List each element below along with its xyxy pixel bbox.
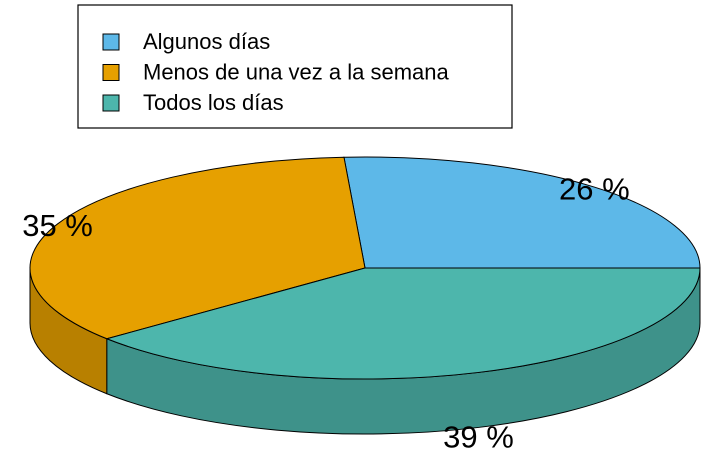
legend-swatch xyxy=(102,94,120,112)
slice xyxy=(29,156,366,340)
legend-swatch xyxy=(102,33,120,51)
data-label: 26 % xyxy=(559,171,630,206)
legend-label: Todos los días xyxy=(143,90,284,115)
slice xyxy=(343,156,701,269)
legend-label: Menos de una vez a la semana xyxy=(143,59,450,84)
data-label: 39 % xyxy=(443,420,514,455)
legend-label: Algunos días xyxy=(143,29,270,54)
legend-box xyxy=(77,4,513,129)
data-label: 35 % xyxy=(22,208,93,243)
slice xyxy=(105,267,701,380)
legend-swatch xyxy=(102,64,120,81)
